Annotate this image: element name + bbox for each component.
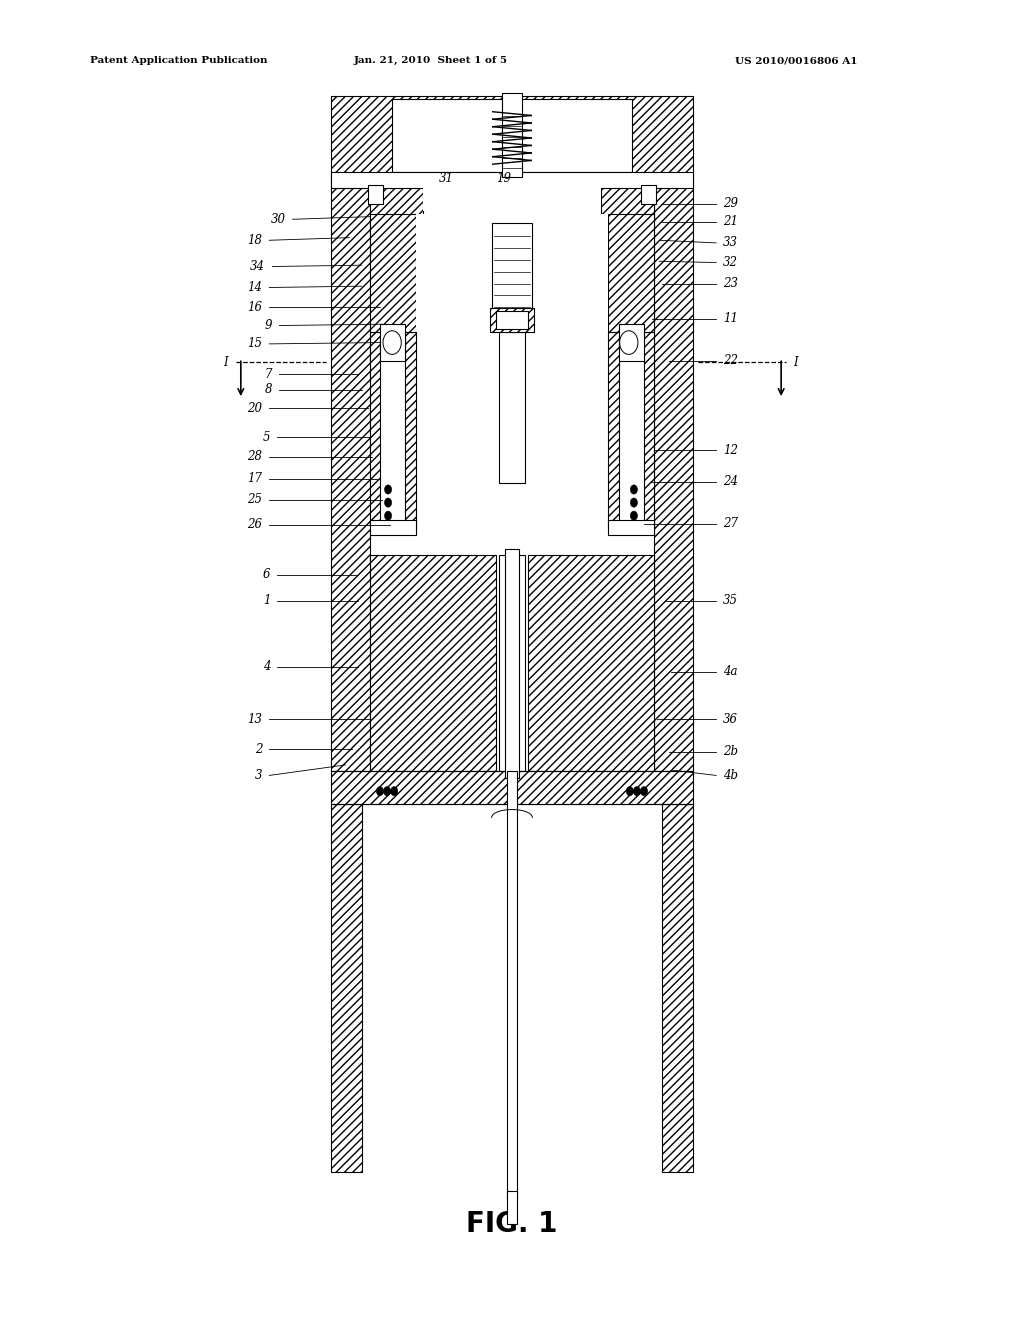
- Bar: [608, 520, 654, 536]
- Text: 2b: 2b: [723, 746, 738, 758]
- Text: 7: 7: [265, 367, 272, 380]
- Text: FIG. 1: FIG. 1: [466, 1210, 558, 1238]
- Circle shape: [383, 331, 401, 354]
- Text: I: I: [223, 356, 228, 368]
- Bar: [489, 309, 535, 333]
- Bar: [423, 174, 601, 211]
- Bar: [505, 549, 519, 777]
- Bar: [492, 223, 532, 326]
- Text: 29: 29: [723, 197, 738, 210]
- Circle shape: [640, 787, 647, 796]
- Text: 23: 23: [723, 277, 738, 290]
- Circle shape: [631, 498, 637, 507]
- Bar: [370, 520, 416, 536]
- Text: 17: 17: [247, 473, 262, 486]
- Bar: [641, 185, 656, 203]
- Circle shape: [377, 787, 384, 796]
- Text: Jan. 21, 2010  Sheet 1 of 5: Jan. 21, 2010 Sheet 1 of 5: [353, 55, 508, 65]
- Text: 1: 1: [263, 594, 270, 607]
- Text: 28: 28: [247, 450, 262, 463]
- Text: 13: 13: [247, 713, 262, 726]
- Circle shape: [390, 787, 397, 796]
- Text: 31: 31: [438, 172, 454, 185]
- Bar: [380, 325, 406, 360]
- Bar: [654, 174, 693, 771]
- Circle shape: [385, 498, 391, 507]
- Text: 16: 16: [247, 301, 262, 314]
- Text: I: I: [793, 356, 798, 368]
- Bar: [618, 337, 644, 523]
- Bar: [370, 214, 416, 333]
- Text: 12: 12: [723, 444, 738, 457]
- Text: 9: 9: [265, 319, 272, 333]
- Text: 24: 24: [723, 475, 738, 488]
- Text: 2: 2: [255, 743, 262, 755]
- Circle shape: [385, 511, 391, 520]
- Circle shape: [384, 787, 390, 796]
- Text: Patent Application Publication: Patent Application Publication: [90, 55, 268, 65]
- Text: 4a: 4a: [723, 665, 737, 678]
- Text: 8: 8: [265, 383, 272, 396]
- Text: 25: 25: [247, 494, 262, 507]
- Bar: [331, 172, 693, 187]
- Text: 21: 21: [723, 215, 738, 228]
- Text: 11: 11: [723, 313, 738, 326]
- Text: 6: 6: [263, 568, 270, 581]
- Text: 30: 30: [270, 213, 286, 226]
- Bar: [331, 96, 693, 174]
- Text: 32: 32: [723, 256, 738, 269]
- Bar: [370, 333, 416, 529]
- Circle shape: [631, 511, 637, 520]
- Text: 34: 34: [250, 260, 265, 273]
- Circle shape: [634, 787, 640, 796]
- Text: US 2010/0016806 A1: US 2010/0016806 A1: [735, 55, 858, 65]
- Bar: [601, 174, 654, 220]
- Bar: [499, 333, 525, 483]
- Text: 26: 26: [247, 519, 262, 532]
- Bar: [416, 214, 608, 333]
- Bar: [502, 94, 522, 177]
- Text: 36: 36: [723, 713, 738, 726]
- Text: 14: 14: [247, 281, 262, 294]
- Bar: [608, 214, 654, 333]
- Circle shape: [385, 484, 391, 494]
- Text: 35: 35: [723, 594, 738, 607]
- Bar: [608, 333, 654, 529]
- Bar: [507, 771, 517, 1197]
- Circle shape: [631, 484, 637, 494]
- Bar: [331, 771, 693, 804]
- Bar: [663, 804, 693, 1172]
- Text: 18: 18: [247, 234, 262, 247]
- Bar: [368, 185, 383, 203]
- Bar: [528, 556, 654, 771]
- Bar: [507, 1191, 517, 1224]
- Bar: [496, 312, 528, 330]
- Text: 4b: 4b: [723, 770, 738, 781]
- Text: 27: 27: [723, 517, 738, 531]
- Text: 20: 20: [247, 401, 262, 414]
- Bar: [331, 804, 361, 1172]
- Text: 33: 33: [723, 236, 738, 249]
- Bar: [370, 174, 423, 220]
- Text: 4: 4: [263, 660, 270, 673]
- Text: 19: 19: [497, 172, 511, 185]
- Bar: [618, 325, 644, 360]
- Circle shape: [627, 787, 634, 796]
- Bar: [331, 174, 370, 771]
- Circle shape: [620, 331, 638, 354]
- Bar: [392, 99, 632, 172]
- Text: 22: 22: [723, 355, 738, 367]
- Bar: [499, 556, 525, 771]
- Bar: [370, 556, 496, 771]
- Text: 5: 5: [263, 430, 270, 444]
- Bar: [380, 337, 406, 523]
- Text: 15: 15: [247, 338, 262, 350]
- Text: 3: 3: [255, 770, 262, 781]
